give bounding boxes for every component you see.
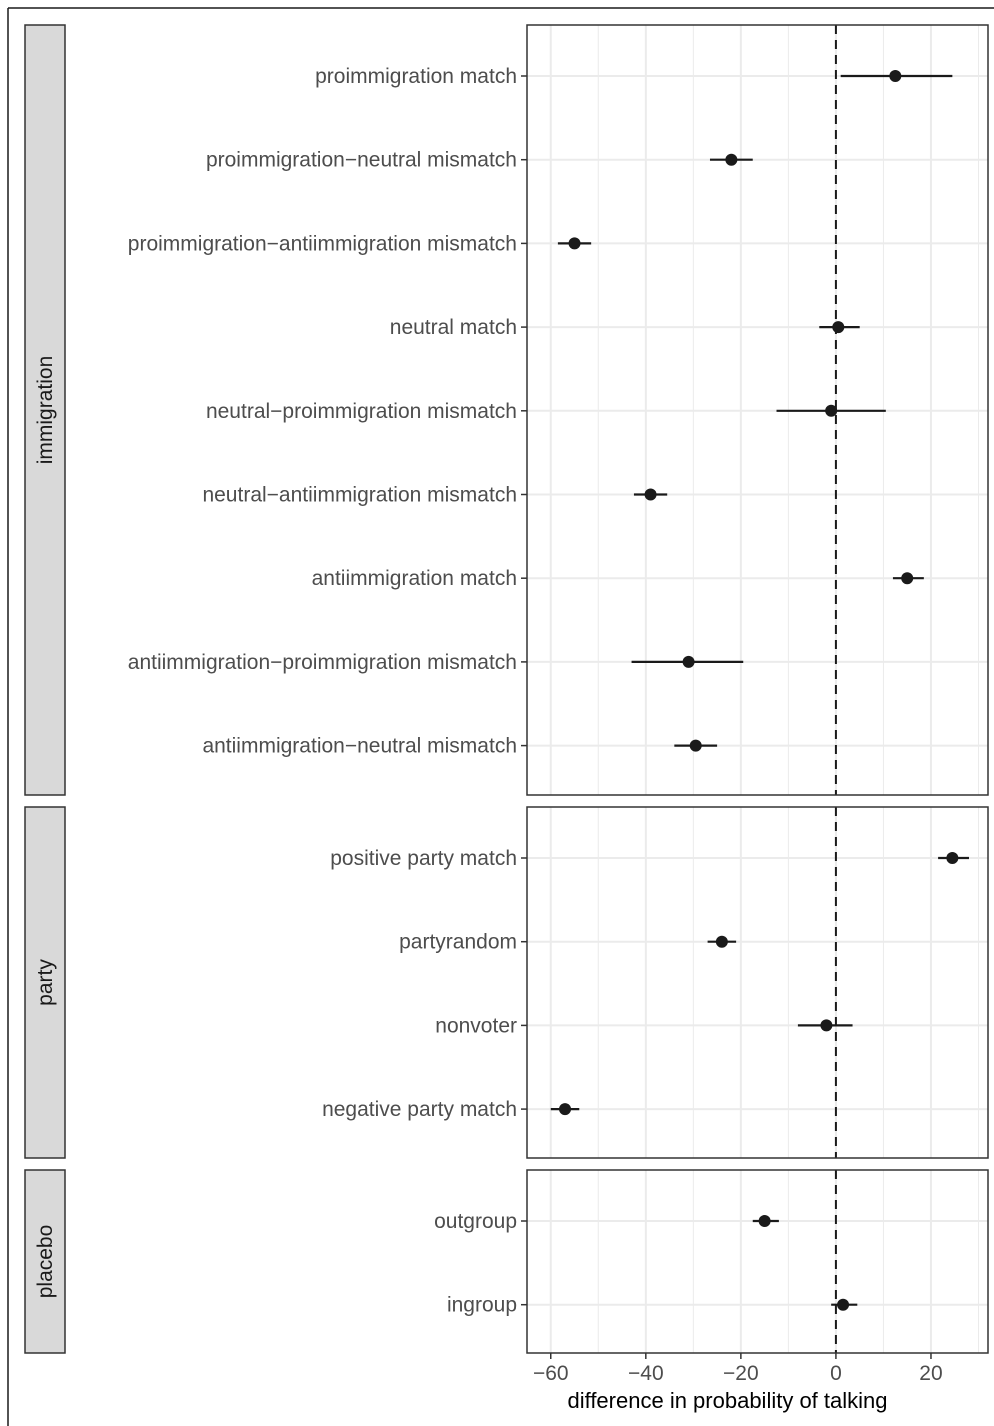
estimate-point (568, 237, 581, 250)
category-label: antiimmigration match (312, 567, 517, 590)
estimate-point (825, 404, 838, 417)
category-label: proimmigration−neutral mismatch (206, 149, 517, 172)
estimate-point (725, 153, 738, 166)
panel-background (527, 1170, 988, 1353)
estimate-point (758, 1215, 771, 1227)
estimate-point (889, 70, 902, 82)
x-axis-title: difference in probability of talking (567, 1388, 887, 1413)
category-label: neutral−proimmigration mismatch (206, 400, 517, 423)
estimate-point (644, 488, 657, 501)
facet-strip (24, 24, 66, 796)
facet-strip (24, 806, 66, 1159)
estimate-point (559, 1103, 572, 1116)
category-label: neutral−antiimmigration mismatch (202, 484, 517, 507)
facet-strip (24, 1169, 66, 1354)
estimate-point (901, 572, 914, 585)
category-label: proimmigration−antiimmigration mismatch (128, 232, 517, 255)
category-label: partyrandom (399, 931, 517, 954)
facet-strip-label: party (34, 959, 57, 1006)
category-label: outgroup (434, 1210, 517, 1233)
category-label: neutral match (390, 316, 517, 339)
category-label: proimmigration match (315, 65, 517, 88)
x-tick-label: 20 (919, 1362, 942, 1385)
estimate-point (820, 1019, 833, 1032)
estimate-point (682, 655, 695, 668)
estimate-point (689, 739, 702, 752)
x-tick-label: −20 (723, 1362, 759, 1385)
category-label: antiimmigration−proimmigration mismatch (128, 651, 517, 674)
estimate-point (946, 852, 959, 864)
panel-background (527, 807, 988, 1158)
figure-frame (7, 7, 994, 1426)
x-tick-label: −40 (628, 1362, 664, 1385)
x-tick-label: −60 (533, 1362, 569, 1385)
category-label: ingroup (447, 1294, 517, 1317)
category-label: negative party match (322, 1098, 517, 1121)
estimate-point (837, 1298, 850, 1311)
category-label: nonvoter (435, 1014, 517, 1037)
panel-border (526, 24, 989, 796)
category-label: antiimmigration−neutral mismatch (202, 735, 517, 758)
facet-strip-label: placebo (34, 1225, 57, 1299)
dot-whisker-chart: proimmigration match proimmigration−neutr… (24, 24, 989, 1413)
facet-strip-label: immigration (34, 356, 57, 465)
category-label: positive party match (330, 847, 517, 870)
x-tick-label: 0 (830, 1362, 842, 1385)
panel-border (526, 1169, 989, 1354)
estimate-point (715, 935, 728, 948)
estimate-point (832, 321, 845, 334)
panel-border (526, 806, 989, 1159)
